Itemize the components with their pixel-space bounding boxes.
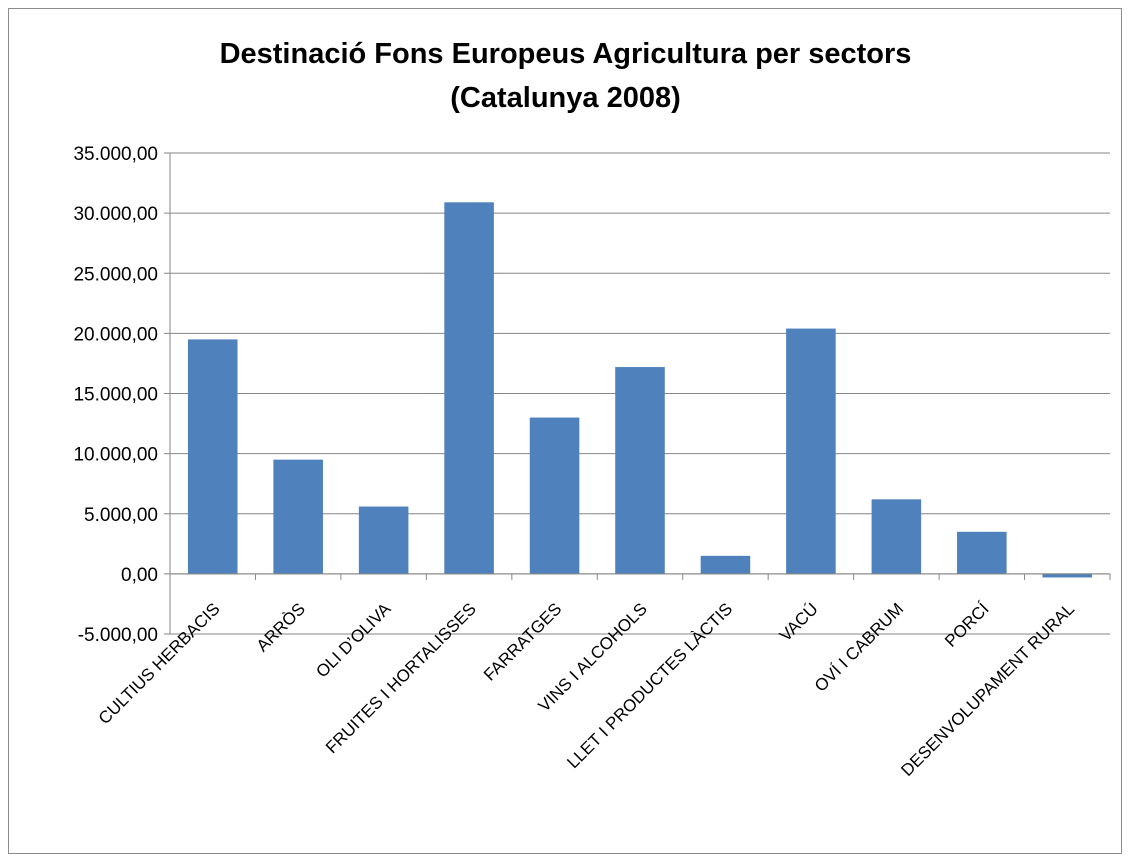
x-category-label: FARRATGES [480,599,565,684]
y-tick-label: 35.000,00 [73,144,158,165]
y-tick-label: 30.000,00 [73,204,158,225]
x-category-label: OLI D’OLIVA [312,599,394,681]
y-tick-label: 5.000,00 [84,505,158,526]
y-tick-label: 0,00 [121,565,158,586]
x-category-label: DESENVOLUPAMENT RURAL [897,599,1078,780]
chart-title-line-1: Destinació Fons Europeus Agricultura per… [219,38,912,70]
axes [164,152,1111,635]
bar [1042,573,1093,578]
x-category-label: OVÍ I CABRUM [811,599,907,695]
y-tick-label: -5.000,00 [78,625,158,646]
x-category-label: CULTIUS HERBACIS [95,599,224,728]
x-category-label: ARRÒS [253,599,309,655]
x-category-label: PORCÍ [941,599,993,651]
bar [187,339,238,574]
bar [273,459,323,574]
bar [700,555,751,574]
bars [187,202,1093,578]
bar [786,328,836,574]
y-tick-label: 25.000,00 [73,264,158,285]
y-tick-label: 20.000,00 [73,324,158,345]
chart-title: Destinació Fons Europeus Agricultura per… [0,32,1131,120]
y-tick-label: 10.000,00 [73,445,158,466]
bar [957,531,1007,574]
bar [358,506,409,574]
x-category-label: VACÚ [776,599,822,645]
bar [871,499,922,574]
bar [529,417,580,574]
x-category-labels: CULTIUS HERBACIS ARRÒS OLI D’OLIVAFRUITES … [95,599,1078,780]
x-category-label: LLET I PRODUCTES LÀCTIS [563,599,736,772]
bar [444,202,494,574]
y-tick-labels: -5.000,00 0,00 5.000,00 10.000,00 15.000,00 2… [73,144,158,646]
bar [615,367,665,574]
y-tick-label: 15.000,00 [73,385,158,406]
chart-title-line-2: (Catalunya 2008) [450,82,681,114]
x-category-label: FRUITES I HORTALISSES [322,599,480,757]
